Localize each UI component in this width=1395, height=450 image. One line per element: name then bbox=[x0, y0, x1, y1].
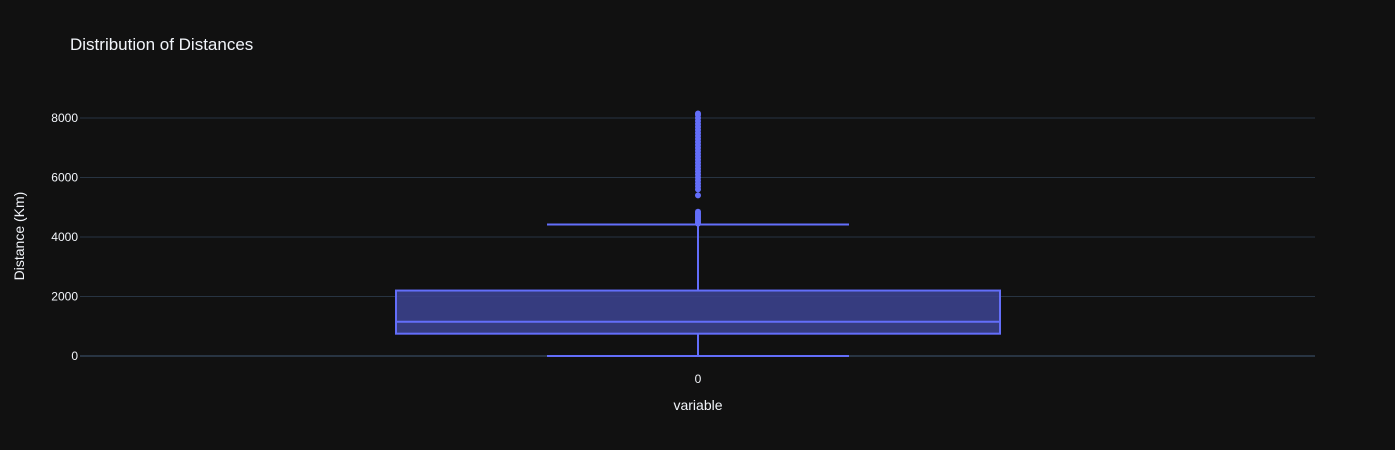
outlier-point bbox=[695, 110, 701, 117]
y-tick-label: 4000 bbox=[51, 230, 78, 244]
y-axis-ticks: 0 2000 4000 6000 8000 bbox=[51, 111, 78, 363]
outlier-point bbox=[695, 208, 701, 215]
box-group[interactable] bbox=[395, 110, 1001, 357]
y-tick-label: 0 bbox=[71, 349, 78, 363]
y-axis-title: Distance (Km) bbox=[11, 192, 27, 281]
x-axis-ticks: 0 bbox=[695, 372, 702, 386]
interquartile-box bbox=[395, 289, 1001, 335]
y-tick-label: 2000 bbox=[51, 290, 78, 304]
x-axis-title: variable bbox=[673, 397, 722, 413]
chart-title: Distribution of Distances bbox=[70, 35, 253, 54]
outlier-point bbox=[695, 192, 701, 199]
y-tick-label: 6000 bbox=[51, 171, 78, 185]
y-tick-label: 8000 bbox=[51, 111, 78, 125]
x-tick-label: 0 bbox=[695, 372, 702, 386]
